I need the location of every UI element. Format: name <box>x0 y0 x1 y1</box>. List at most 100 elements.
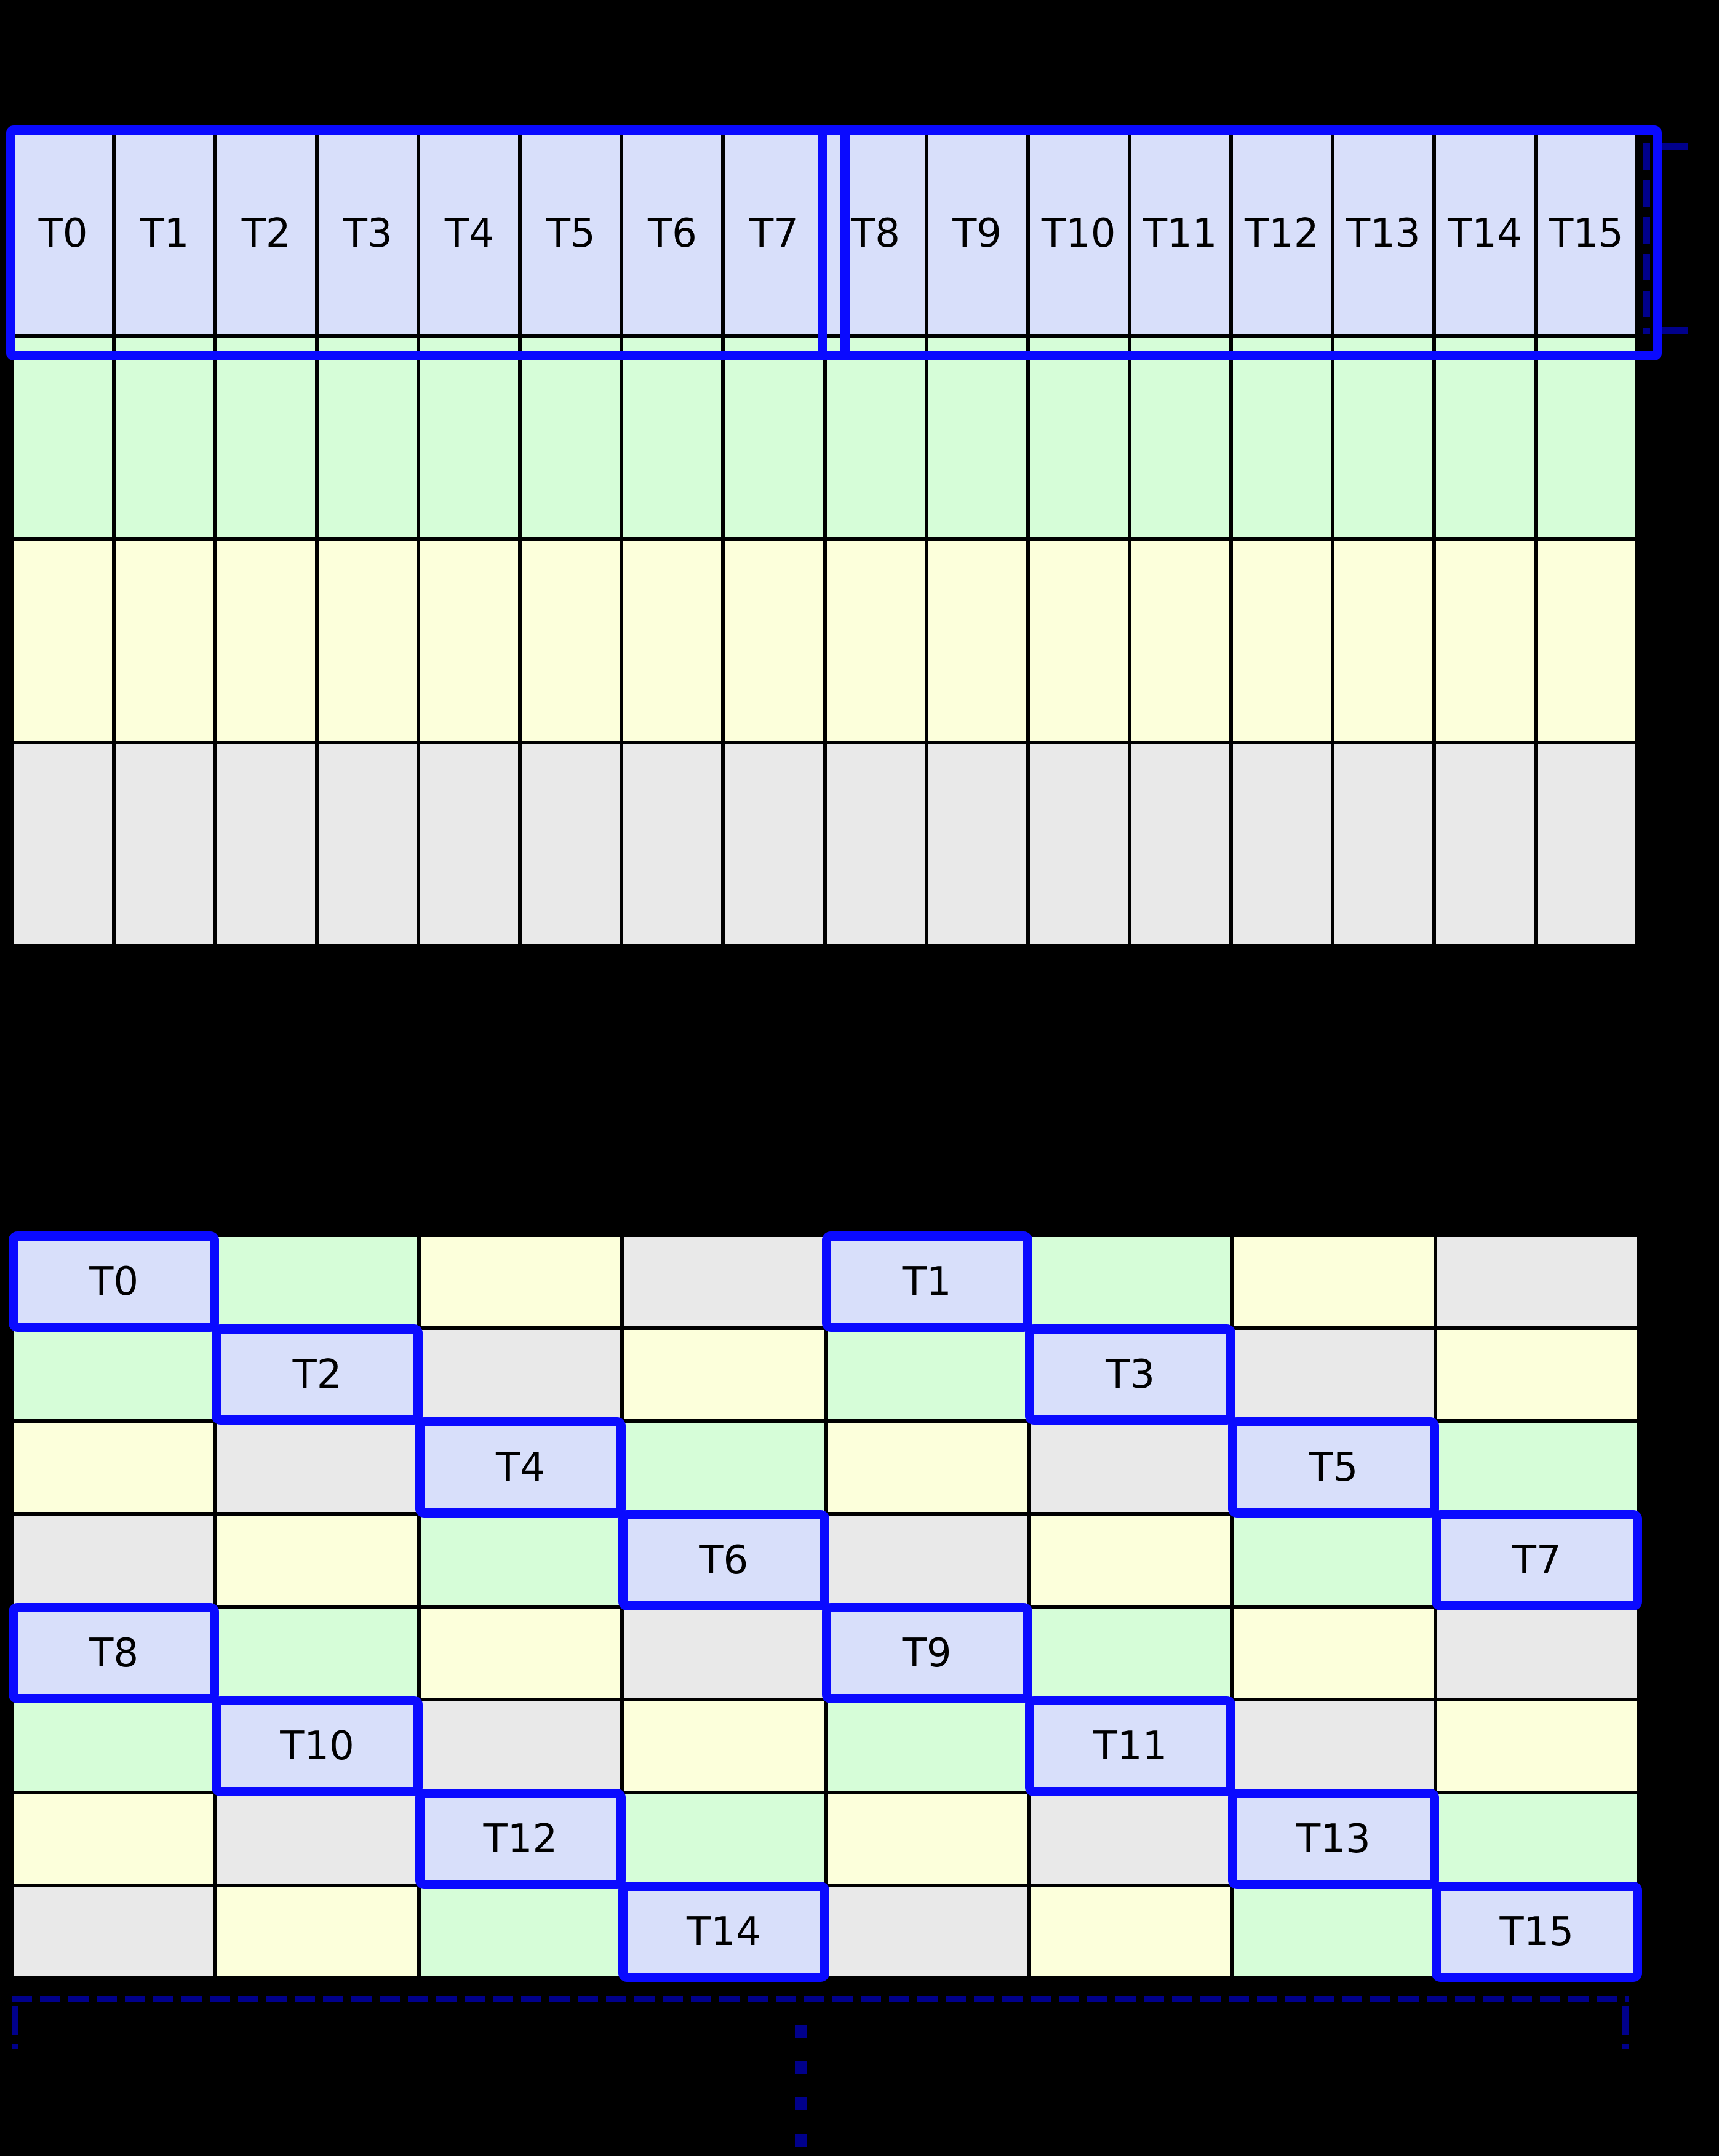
memory-cell <box>1332 335 1434 539</box>
memory-cell <box>1232 1328 1435 1421</box>
memory-cell <box>723 742 825 945</box>
memory-cell <box>114 539 216 742</box>
row-span-bracket-tick-top <box>1654 143 1688 150</box>
memory-cell <box>1028 1792 1232 1885</box>
thread-cell-t4: T4 <box>418 132 520 336</box>
thread-label: T8 <box>851 211 900 257</box>
memory-cell <box>1435 1792 1638 1885</box>
thread-cell-t14: T14 <box>1434 132 1536 336</box>
thread-cell-t10: T10 <box>212 1696 423 1796</box>
memory-cell <box>418 1607 623 1700</box>
thread-label: T13 <box>1296 1816 1371 1862</box>
memory-cell <box>1028 1885 1232 1978</box>
thread-cell-t0: T0 <box>12 132 114 336</box>
thread-cell-t9: T9 <box>926 132 1028 336</box>
thread-label: T10 <box>1041 211 1116 257</box>
memory-cell <box>622 1328 826 1421</box>
row-span-bracket-line <box>1643 143 1650 334</box>
thread-label: T14 <box>687 1909 761 1955</box>
memory-cell <box>1434 335 1536 539</box>
thread-label: T4 <box>444 211 494 257</box>
thread-label: T9 <box>902 1630 952 1676</box>
memory-cell <box>622 1235 826 1328</box>
thread-cell-t13: T13 <box>1228 1789 1439 1889</box>
memory-cell <box>825 1421 1029 1514</box>
matrix-width-bracket-line <box>12 1996 1629 2002</box>
memory-cell <box>1230 335 1333 539</box>
memory-cell <box>1435 1607 1638 1700</box>
thread-cell-t4: T4 <box>415 1417 626 1518</box>
memory-cell <box>12 742 114 945</box>
memory-cell <box>418 1700 623 1792</box>
memory-cell <box>418 1514 623 1607</box>
thread-label: T7 <box>749 211 799 257</box>
thread-cell-t5: T5 <box>1228 1417 1439 1518</box>
thread-cell-t15: T15 <box>1431 1882 1642 1982</box>
thread-cell-t5: T5 <box>520 132 622 336</box>
thread-label: T0 <box>38 211 88 257</box>
memory-cell <box>1434 742 1536 945</box>
memory-cell <box>926 742 1028 945</box>
memory-cell <box>1535 539 1637 742</box>
memory-cell <box>1129 335 1231 539</box>
memory-cell <box>1028 1421 1232 1514</box>
thread-cell-t12: T12 <box>415 1789 626 1889</box>
thread-cell-t14: T14 <box>618 1882 829 1982</box>
memory-cell <box>12 1885 216 1978</box>
thread-cell-t3: T3 <box>1024 1324 1236 1425</box>
memory-cell <box>1028 1514 1232 1607</box>
thread-cell-t7: T7 <box>1431 1510 1642 1610</box>
thread-label: T3 <box>1106 1351 1155 1398</box>
memory-cell <box>215 1514 419 1607</box>
memory-cell <box>520 742 622 945</box>
memory-cell <box>1028 1235 1232 1328</box>
memory-cell <box>825 1328 1029 1421</box>
memory-cell <box>12 1328 216 1421</box>
memory-cell <box>1535 742 1637 945</box>
memory-cell <box>215 1235 419 1328</box>
matrix-width-bracket-tick-left <box>12 2006 18 2049</box>
memory-cell <box>215 1421 419 1514</box>
thread-cell-t15: T15 <box>1535 132 1637 336</box>
thread-cell-t12: T12 <box>1230 132 1333 336</box>
thread-label: T11 <box>1093 1723 1168 1769</box>
matrix-width-bracket-tick-right <box>1622 2006 1629 2049</box>
memory-cell <box>418 335 520 539</box>
memory-cell <box>1027 742 1130 945</box>
memory-cell <box>622 1700 826 1792</box>
memory-cell <box>114 742 216 945</box>
ellipsis-dot <box>795 2097 807 2110</box>
memory-cell <box>1232 1235 1435 1328</box>
thread-cell-t11: T11 <box>1024 1696 1236 1796</box>
memory-cell <box>926 539 1028 742</box>
memory-cell <box>1028 1607 1232 1700</box>
thread-label: T2 <box>241 211 291 257</box>
memory-cell <box>1027 335 1130 539</box>
memory-cell <box>621 742 724 945</box>
thread-cell-t6: T6 <box>618 1510 829 1610</box>
thread-label: T11 <box>1143 211 1218 257</box>
memory-cell <box>215 1792 419 1885</box>
ellipsis-dot <box>795 2061 807 2074</box>
memory-cell <box>1232 1885 1435 1978</box>
memory-cell <box>317 742 419 945</box>
memory-cell <box>215 539 317 742</box>
memory-cell <box>418 1235 623 1328</box>
thread-cell-t6: T6 <box>621 132 724 336</box>
memory-cell <box>1435 1235 1638 1328</box>
memory-cell <box>215 742 317 945</box>
thread-cell-t9: T9 <box>821 1603 1032 1703</box>
memory-cell <box>317 335 419 539</box>
thread-cell-t8: T8 <box>824 132 927 336</box>
memory-cell <box>723 335 825 539</box>
memory-cell <box>215 1607 419 1700</box>
memory-cell <box>12 1792 216 1885</box>
memory-cell <box>114 335 216 539</box>
thread-label: T13 <box>1346 211 1421 257</box>
thread-label: T0 <box>89 1259 139 1305</box>
memory-cell <box>1332 742 1434 945</box>
thread-label: T5 <box>546 211 596 257</box>
memory-cell <box>1129 539 1231 742</box>
memory-cell <box>12 1421 216 1514</box>
thread-label: T7 <box>1512 1537 1561 1583</box>
